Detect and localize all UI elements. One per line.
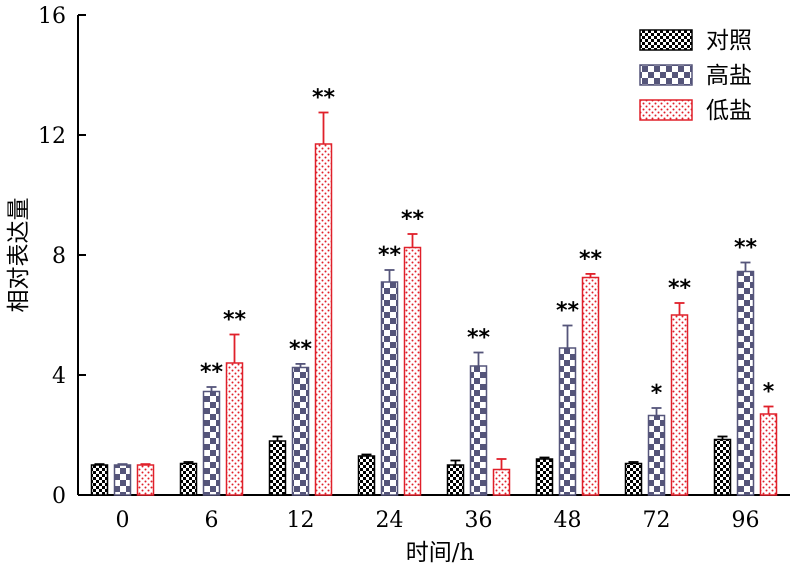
bar-large-checker <box>202 390 221 496</box>
bar-dots <box>403 246 422 496</box>
bar-small-checker <box>90 464 109 496</box>
significance-label: ** <box>467 326 491 351</box>
legend-label: 对照 <box>706 28 752 54</box>
significance-labels: ************************ <box>200 86 775 407</box>
bar-small-checker <box>535 458 554 496</box>
y-ticks: 0 4 8 12 16 <box>38 4 86 509</box>
significance-label: ** <box>579 247 603 272</box>
bar-dots <box>581 276 600 496</box>
legend-swatch <box>639 29 693 51</box>
y-tick-label: 16 <box>38 4 66 29</box>
x-tick-label: 24 <box>376 508 404 533</box>
bar-small-checker <box>446 464 465 496</box>
bar-large-checker <box>647 414 666 496</box>
bar-dots <box>225 362 244 496</box>
x-tick-label: 12 <box>287 508 315 533</box>
bar-dots <box>136 464 155 496</box>
bar-large-checker <box>469 365 488 496</box>
bar-small-checker <box>179 462 198 496</box>
y-axis-label: 相对表达量 <box>6 198 32 313</box>
bar-small-checker <box>268 440 287 496</box>
x-tick-label: 48 <box>554 508 582 533</box>
error-bars <box>94 111 774 470</box>
y-tick-label: 0 <box>52 484 66 509</box>
significance-label: ** <box>312 86 336 111</box>
x-tick-label: 0 <box>116 508 130 533</box>
bar-dots <box>670 314 689 496</box>
bar-dots <box>492 468 511 496</box>
significance-label: ** <box>223 308 247 333</box>
bar-dots <box>314 143 333 496</box>
bar-small-checker <box>357 455 376 496</box>
x-tick-label: 72 <box>643 508 671 533</box>
y-tick-label: 4 <box>52 364 66 389</box>
bar-large-checker <box>380 281 399 496</box>
bar-large-checker <box>558 347 577 496</box>
bar-large-checker <box>736 270 755 496</box>
y-tick-label: 8 <box>52 244 66 269</box>
significance-label: ** <box>734 236 758 261</box>
significance-label: ** <box>556 299 580 324</box>
x-ticks: 0 6 12 24 36 48 72 96 <box>116 508 760 533</box>
x-axis-label: 时间/h <box>406 540 475 566</box>
significance-label: ** <box>289 337 313 362</box>
bar-dots <box>759 413 778 496</box>
legend-swatch <box>639 64 693 86</box>
significance-label: * <box>763 380 775 405</box>
bar-small-checker <box>713 438 732 496</box>
bar-large-checker <box>113 464 132 496</box>
significance-label: ** <box>200 360 224 385</box>
bars <box>90 143 778 496</box>
significance-label: * <box>651 381 663 406</box>
x-tick-label: 6 <box>205 508 219 533</box>
legend-swatch <box>639 99 693 121</box>
significance-label: ** <box>401 207 425 232</box>
bar-small-checker <box>624 462 643 496</box>
significance-label: ** <box>668 276 692 301</box>
legend-label: 高盐 <box>706 63 752 89</box>
bar-large-checker <box>291 366 310 496</box>
y-tick-label: 12 <box>38 124 66 149</box>
significance-label: ** <box>378 243 402 268</box>
x-tick-label: 36 <box>465 508 493 533</box>
legend-label: 低盐 <box>706 98 752 124</box>
x-tick-label: 96 <box>732 508 760 533</box>
